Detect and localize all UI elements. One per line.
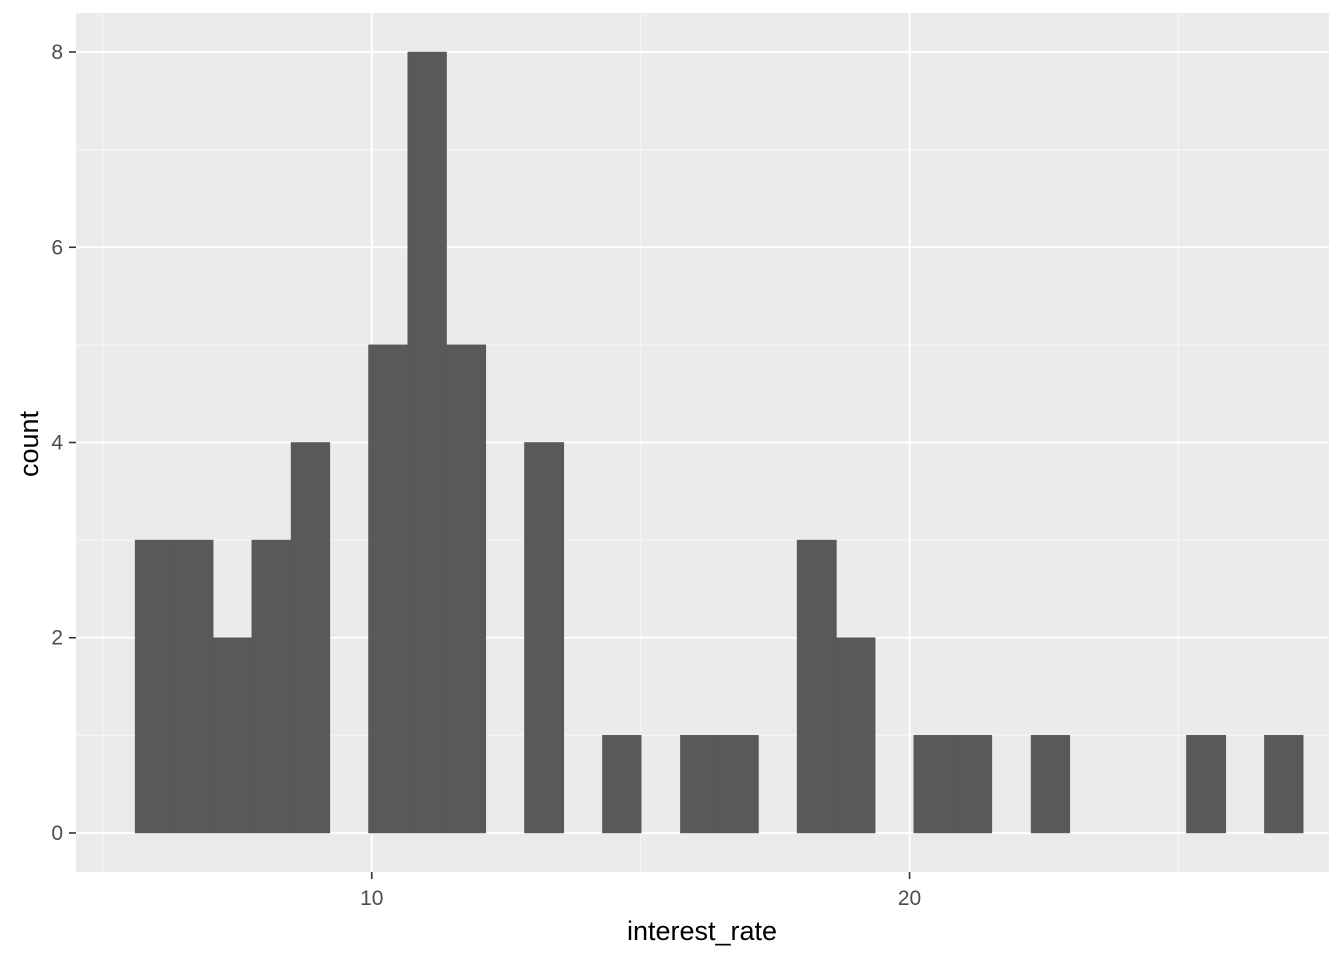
histogram-bar xyxy=(836,637,876,834)
y-axis-title: count xyxy=(14,410,44,477)
histogram-bar xyxy=(1186,735,1227,834)
x-axis-title: interest_rate xyxy=(627,916,777,946)
y-tick-label: 6 xyxy=(51,236,63,259)
histogram-bar xyxy=(1030,735,1071,834)
x-axis: 10 20 xyxy=(360,872,921,910)
y-tick-label: 4 xyxy=(51,432,63,455)
histogram-bar xyxy=(718,735,759,834)
y-tick-label: 2 xyxy=(51,627,63,650)
histogram-bar xyxy=(446,344,487,834)
histogram-bar xyxy=(796,539,837,834)
histogram-bar xyxy=(524,442,565,834)
histogram-bar xyxy=(251,539,292,834)
histogram-bar xyxy=(1264,735,1304,834)
y-tick-label: 0 xyxy=(51,822,63,845)
histogram-bar xyxy=(212,637,253,834)
histogram-bar xyxy=(952,735,993,834)
x-tick-label: 10 xyxy=(360,887,383,910)
y-axis: 0 2 4 6 8 xyxy=(51,41,76,845)
histogram-bar xyxy=(680,735,720,834)
histogram-bar xyxy=(913,735,954,834)
histogram-bar xyxy=(173,539,214,834)
histogram-bars xyxy=(134,51,1304,834)
histogram-bar xyxy=(368,344,409,834)
histogram-bar xyxy=(134,539,175,834)
x-tick-label: 20 xyxy=(898,887,921,910)
histogram-bar xyxy=(290,442,331,834)
histogram-bar xyxy=(602,735,642,834)
histogram-bar xyxy=(407,51,447,834)
y-tick-label: 8 xyxy=(51,41,63,64)
